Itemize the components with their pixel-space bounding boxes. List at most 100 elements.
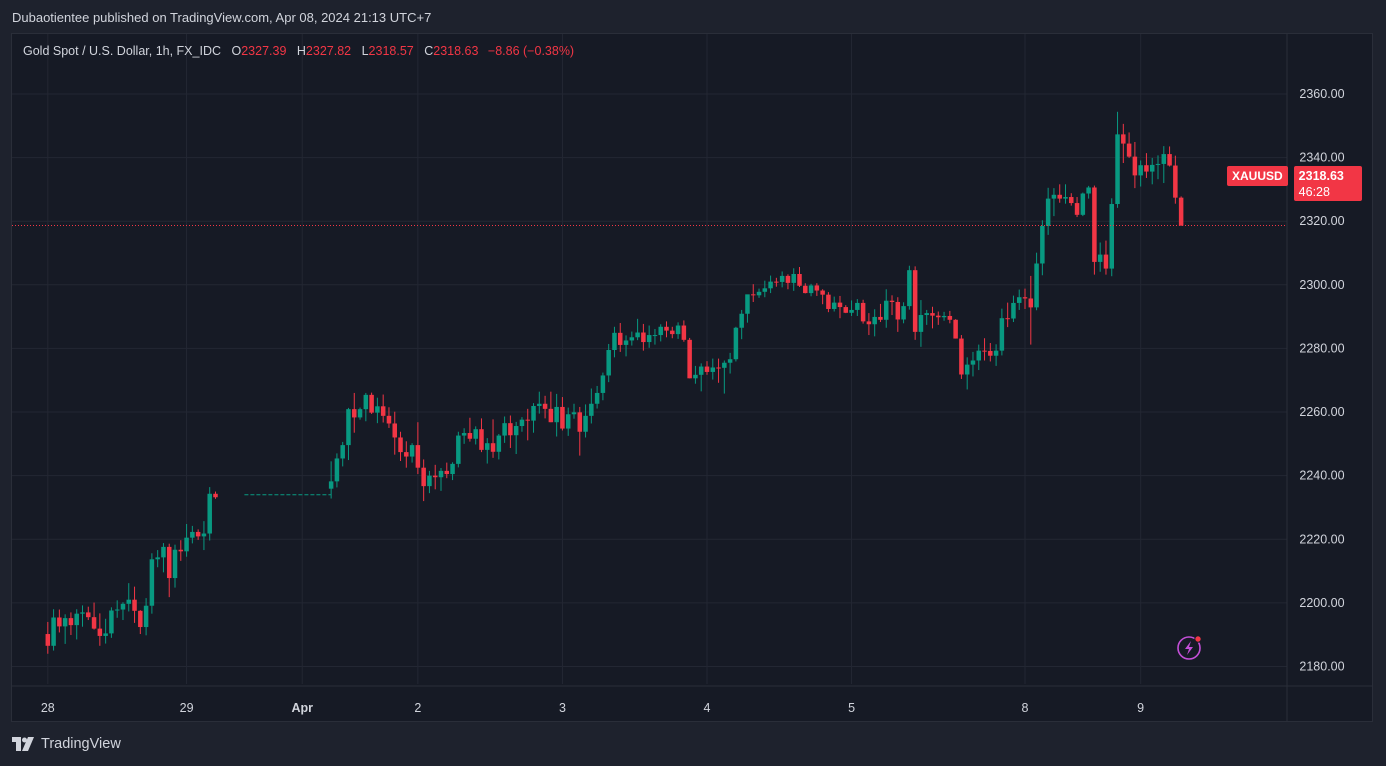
- chart-area[interactable]: 2180.00 2200.00 2220.00 2240.00 2260.00 2280.…: [11, 33, 1373, 722]
- candle-body[interactable]: [693, 374, 698, 379]
- candle-body[interactable]: [346, 409, 351, 446]
- candle-body[interactable]: [947, 315, 953, 320]
- candle-body[interactable]: [641, 332, 646, 343]
- candle-body[interactable]: [745, 294, 750, 314]
- candle-body[interactable]: [739, 313, 744, 328]
- candle-body[interactable]: [762, 288, 768, 292]
- candle-body[interactable]: [606, 350, 611, 376]
- candle-body[interactable]: [646, 335, 652, 343]
- candle-body[interactable]: [895, 301, 901, 320]
- candle-body[interactable]: [1178, 197, 1184, 226]
- candle-body[interactable]: [74, 613, 79, 626]
- candle-body[interactable]: [681, 325, 687, 340]
- candle-body[interactable]: [1138, 165, 1143, 176]
- candle-body[interactable]: [936, 315, 941, 318]
- candle-body[interactable]: [375, 406, 380, 413]
- candle-body[interactable]: [1155, 163, 1161, 165]
- candle-body[interactable]: [369, 394, 374, 413]
- candle-body[interactable]: [114, 609, 120, 611]
- candle-body[interactable]: [1011, 302, 1016, 319]
- candle-body[interactable]: [577, 412, 583, 432]
- candle-body[interactable]: [80, 612, 85, 614]
- candle-body[interactable]: [496, 435, 502, 452]
- candle-body[interactable]: [797, 273, 802, 286]
- candle-body[interactable]: [328, 481, 334, 489]
- candle-body[interactable]: [68, 618, 74, 626]
- candle-body[interactable]: [340, 445, 345, 459]
- candle-body[interactable]: [86, 612, 91, 618]
- candle-body[interactable]: [450, 463, 455, 475]
- candle-body[interactable]: [508, 423, 513, 436]
- candle-body[interactable]: [195, 531, 201, 537]
- candle-body[interactable]: [467, 433, 473, 439]
- candle-body[interactable]: [91, 617, 97, 629]
- candle-body[interactable]: [184, 537, 189, 552]
- candle-body[interactable]: [924, 313, 929, 316]
- candle-body[interactable]: [612, 332, 617, 351]
- candle-body[interactable]: [155, 557, 160, 560]
- candle-body[interactable]: [386, 415, 392, 424]
- candle-body[interactable]: [1028, 298, 1034, 308]
- candlestick-chart[interactable]: 2180.00 2200.00 2220.00 2240.00 2260.00 2280.…: [12, 34, 1372, 721]
- candle-body[interactable]: [993, 350, 999, 356]
- candle-body[interactable]: [600, 375, 606, 393]
- candle-body[interactable]: [519, 419, 525, 427]
- candle-body[interactable]: [51, 617, 56, 646]
- candle-body[interactable]: [560, 406, 565, 429]
- candle-body[interactable]: [618, 332, 623, 345]
- candle-body[interactable]: [398, 437, 403, 453]
- candle-body[interactable]: [1109, 204, 1114, 269]
- candle-body[interactable]: [201, 533, 207, 537]
- candle-body[interactable]: [727, 359, 733, 363]
- candle-body[interactable]: [57, 617, 62, 627]
- candle-body[interactable]: [750, 294, 756, 296]
- candle-body[interactable]: [525, 419, 530, 421]
- candle-body[interactable]: [1092, 187, 1097, 262]
- candle-body[interactable]: [907, 270, 912, 307]
- candle-body[interactable]: [912, 270, 918, 332]
- candle-body[interactable]: [1149, 164, 1155, 172]
- candle-body[interactable]: [161, 546, 166, 558]
- candle-body[interactable]: [126, 599, 132, 604]
- candle-body[interactable]: [837, 302, 843, 308]
- lightning-alert-icon[interactable]: [1165, 628, 1205, 673]
- candle-body[interactable]: [421, 467, 426, 487]
- candle-body[interactable]: [704, 366, 710, 372]
- candle-body[interactable]: [479, 429, 484, 450]
- candle-body[interactable]: [889, 300, 895, 302]
- candle-body[interactable]: [733, 327, 739, 360]
- candle-body[interactable]: [756, 291, 762, 296]
- candle-body[interactable]: [768, 281, 773, 289]
- candle-body[interactable]: [143, 605, 149, 628]
- candle-body[interactable]: [542, 403, 548, 409]
- candle-body[interactable]: [970, 360, 976, 365]
- candle-body[interactable]: [716, 367, 721, 369]
- candle-body[interactable]: [826, 294, 831, 309]
- candle-body[interactable]: [149, 559, 155, 606]
- candle-body[interactable]: [1022, 297, 1028, 299]
- candle-body[interactable]: [97, 628, 103, 636]
- candle-body[interactable]: [109, 610, 114, 634]
- candle-body[interactable]: [849, 309, 854, 313]
- candle-body[interactable]: [404, 452, 409, 457]
- candle-body[interactable]: [629, 337, 635, 341]
- candle-body[interactable]: [1040, 225, 1045, 264]
- candle-body[interactable]: [1057, 194, 1062, 199]
- candle-body[interactable]: [941, 315, 947, 318]
- candle-body[interactable]: [178, 549, 184, 552]
- candle-body[interactable]: [565, 414, 571, 429]
- candle-body[interactable]: [138, 610, 143, 628]
- candle-body[interactable]: [537, 403, 542, 406]
- candle-body[interactable]: [583, 415, 588, 432]
- tradingview-brand[interactable]: TradingView: [12, 736, 121, 752]
- candle-body[interactable]: [866, 321, 872, 325]
- candle-body[interactable]: [456, 435, 461, 464]
- candle-body[interactable]: [878, 316, 883, 320]
- candle-body[interactable]: [485, 443, 490, 450]
- candle-body[interactable]: [976, 350, 982, 361]
- candle-body[interactable]: [207, 493, 212, 534]
- candle-body[interactable]: [554, 406, 559, 423]
- candle-body[interactable]: [785, 275, 791, 283]
- candle-body[interactable]: [473, 429, 478, 439]
- candle-body[interactable]: [1121, 134, 1126, 144]
